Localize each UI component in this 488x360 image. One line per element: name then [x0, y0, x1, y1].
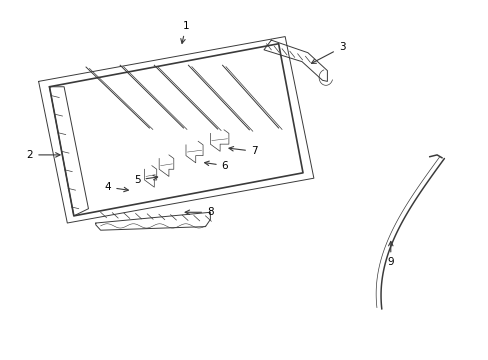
Text: 6: 6	[204, 161, 228, 171]
Text: 4: 4	[104, 182, 128, 192]
Text: 1: 1	[181, 21, 189, 44]
Text: 3: 3	[311, 42, 345, 63]
Text: 8: 8	[185, 207, 213, 217]
Text: 9: 9	[386, 242, 393, 267]
Text: 5: 5	[134, 175, 157, 185]
Text: 7: 7	[228, 146, 257, 156]
Text: 2: 2	[26, 150, 60, 160]
